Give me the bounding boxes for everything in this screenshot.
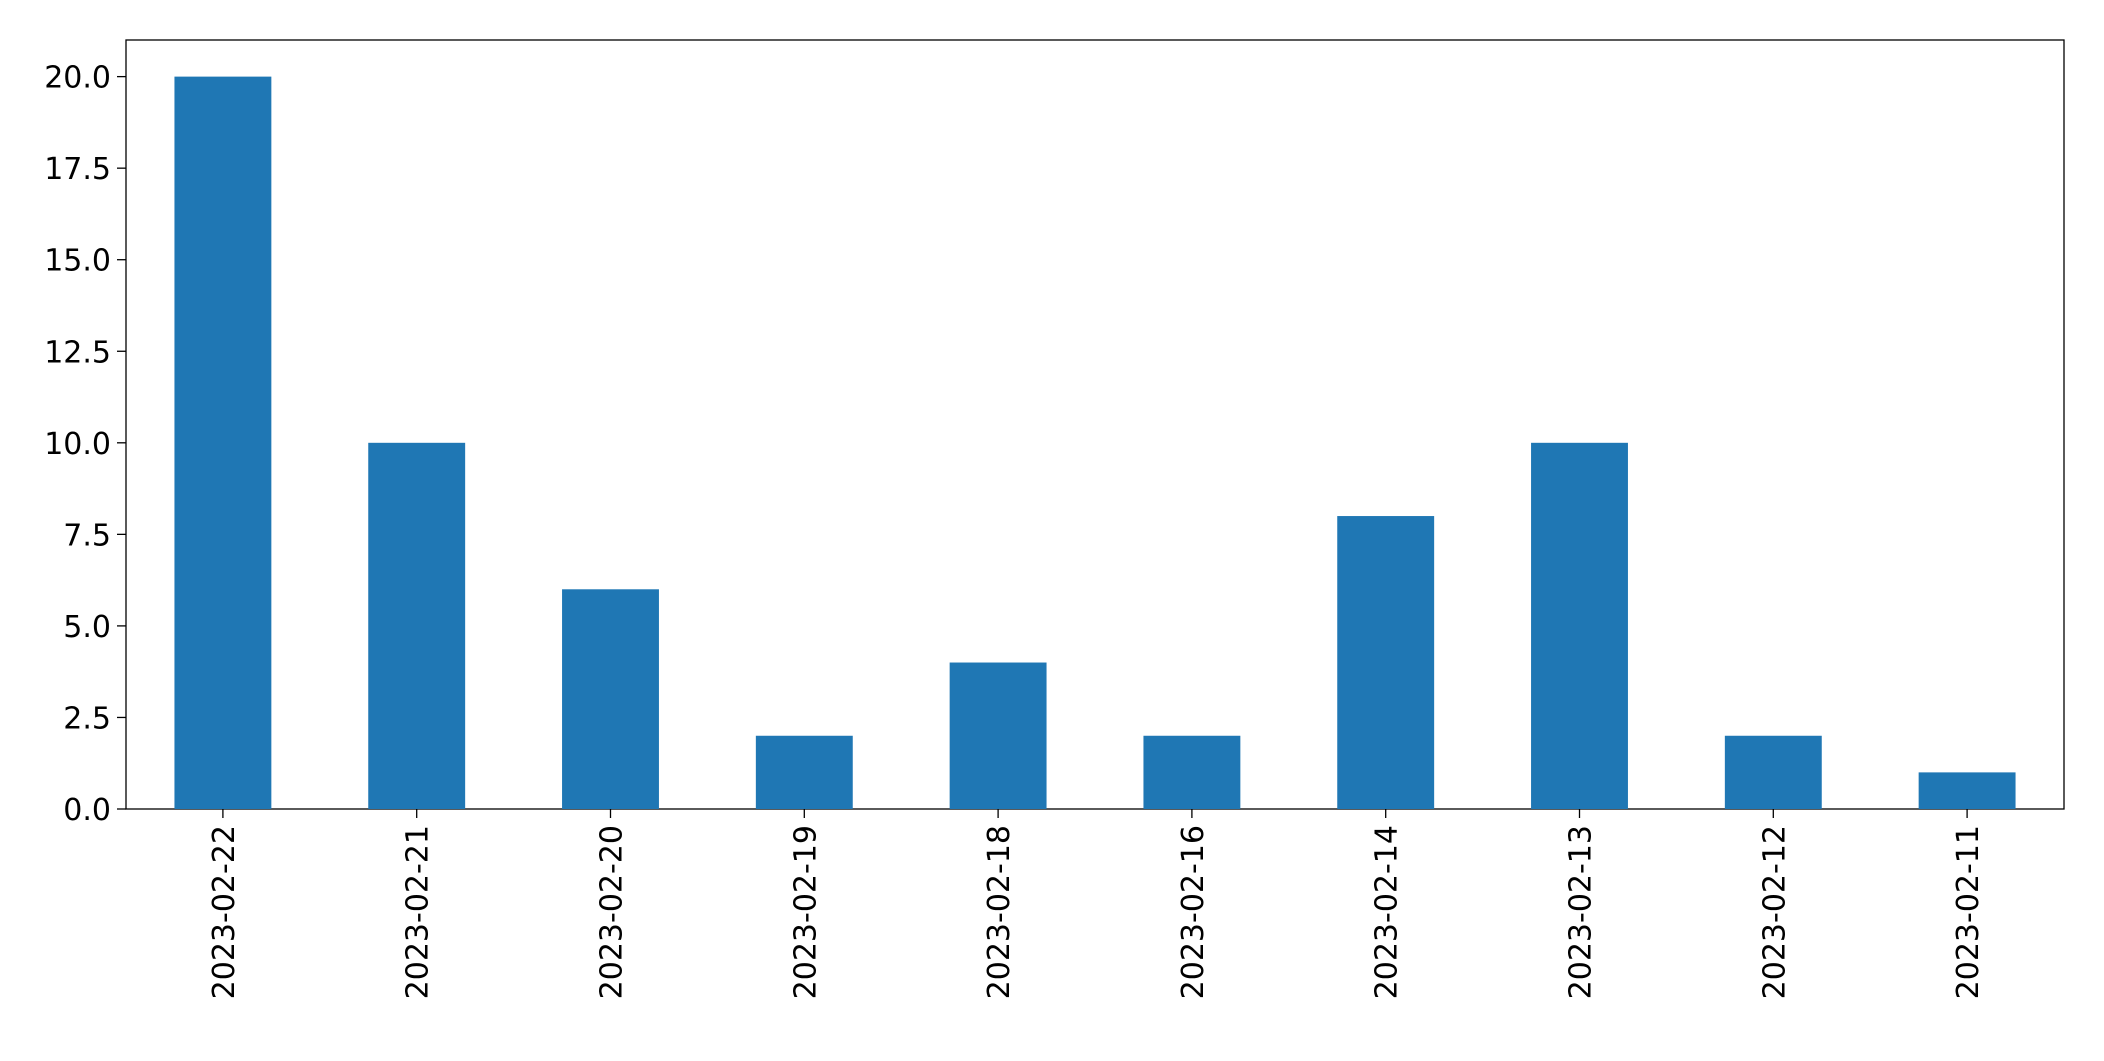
x-tick-label: 2023-02-16	[1176, 825, 1211, 999]
x-tick-label: 2023-02-12	[1757, 825, 1792, 999]
bar	[174, 76, 272, 810]
y-tick-label: 2.5	[63, 701, 111, 736]
x-tick-label: 2023-02-20	[595, 825, 630, 999]
x-tick-label: 2023-02-13	[1564, 825, 1599, 999]
x-tick-label: 2023-02-11	[1951, 825, 1986, 999]
y-tick-label: 12.5	[44, 335, 111, 370]
y-tick-label: 10.0	[44, 427, 111, 462]
bar	[562, 589, 659, 809]
x-tick-label: 2023-02-22	[207, 825, 242, 999]
bar	[1143, 735, 1241, 809]
y-tick-label: 5.0	[63, 610, 111, 645]
x-tick-label: 2023-02-19	[788, 825, 823, 999]
y-tick-label: 7.5	[63, 518, 111, 553]
bar	[368, 442, 466, 809]
bar	[1724, 735, 1822, 809]
y-tick-label: 0.0	[63, 793, 111, 828]
x-tick-label: 2023-02-21	[401, 825, 436, 999]
bar	[755, 735, 853, 809]
y-tick-label: 17.5	[44, 152, 111, 187]
plot-frame	[125, 39, 2065, 810]
y-tick-label: 15.0	[44, 244, 111, 279]
bar	[1531, 442, 1628, 809]
y-tick-label: 20.0	[44, 61, 111, 96]
bar	[1918, 772, 2016, 809]
bar	[949, 662, 1047, 809]
x-tick-label: 2023-02-18	[982, 825, 1017, 999]
x-tick-label: 2023-02-14	[1370, 825, 1405, 999]
bar	[1337, 516, 1435, 809]
